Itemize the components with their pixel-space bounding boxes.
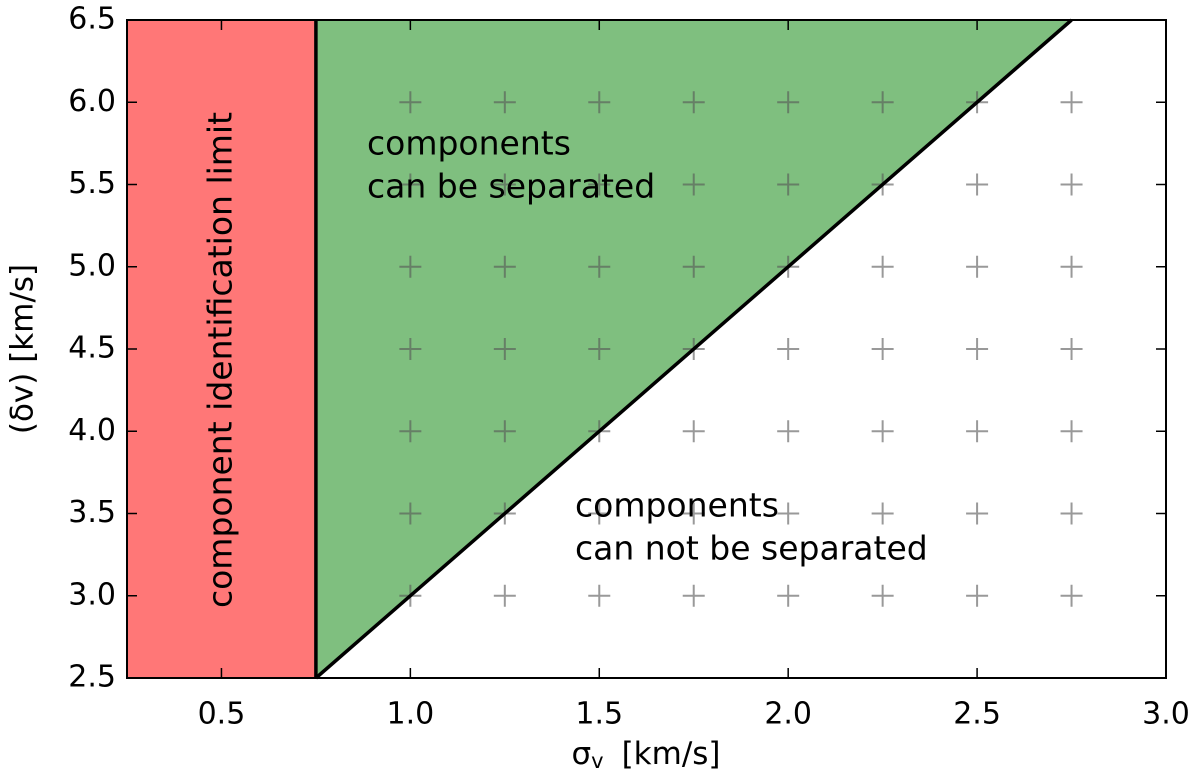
marker <box>1060 502 1083 525</box>
marker <box>1060 338 1083 360</box>
region <box>127 20 316 678</box>
x-axis-label: σv [km/s] <box>571 736 720 774</box>
y-tick-label: 5.5 <box>68 166 116 201</box>
marker <box>588 255 611 278</box>
marker <box>588 502 611 525</box>
marker <box>682 91 705 114</box>
marker <box>493 338 516 360</box>
marker <box>966 255 989 278</box>
marker <box>493 420 516 443</box>
x-tick-label: 1.0 <box>387 697 435 732</box>
marker <box>399 91 422 114</box>
marker <box>871 502 894 525</box>
marker <box>1060 584 1083 607</box>
marker <box>588 173 611 196</box>
x-axis-symbol: σ <box>571 736 591 772</box>
x-tick-label: 2.5 <box>953 697 1001 732</box>
marker <box>1060 255 1083 278</box>
y-axis-label: (δv) [km/s] <box>5 264 41 434</box>
marker <box>777 420 800 443</box>
marker <box>493 91 516 114</box>
annotation: can not be separated <box>575 529 928 568</box>
annotation: component identification limit <box>201 112 240 608</box>
x-tick-label: 1.5 <box>575 697 623 732</box>
y-tick-label: 6.0 <box>68 84 116 119</box>
y-tick-label: 2.5 <box>68 660 116 695</box>
marker <box>588 91 611 114</box>
marker <box>493 173 516 196</box>
marker <box>966 173 989 196</box>
x-axis-unit: [km/s] <box>622 736 721 772</box>
marker <box>777 502 800 525</box>
marker <box>966 338 989 360</box>
y-tick-label: 6.5 <box>68 2 116 37</box>
marker <box>399 502 422 525</box>
y-tick-label: 4.5 <box>68 331 116 366</box>
x-tick-label: 0.5 <box>198 697 246 732</box>
marker <box>399 420 422 443</box>
y-tick-label: 3.0 <box>68 577 116 612</box>
marker <box>682 584 705 607</box>
marker <box>871 255 894 278</box>
marker <box>777 173 800 196</box>
y-tick-label: 5.0 <box>68 248 116 283</box>
marker <box>1060 420 1083 443</box>
marker <box>871 420 894 443</box>
y-tick-label: 3.5 <box>68 495 116 530</box>
marker <box>1060 91 1083 114</box>
marker <box>399 173 422 196</box>
marker <box>682 255 705 278</box>
marker <box>777 91 800 114</box>
y-tick-label: 4.0 <box>68 413 116 448</box>
marker <box>871 91 894 114</box>
marker <box>966 420 989 443</box>
marker <box>682 173 705 196</box>
marker <box>966 502 989 525</box>
marker <box>588 338 611 360</box>
marker <box>493 584 516 607</box>
marker <box>682 502 705 525</box>
marker <box>871 338 894 360</box>
annotation: can be separated <box>367 167 655 206</box>
marker <box>966 584 989 607</box>
annotation: components <box>367 124 571 163</box>
marker <box>777 338 800 360</box>
marker <box>588 584 611 607</box>
marker <box>1060 173 1083 196</box>
x-tick-label: 3.0 <box>1142 697 1190 732</box>
marker <box>871 584 894 607</box>
marker <box>399 338 422 360</box>
marker <box>777 584 800 607</box>
annotation: components <box>575 486 779 525</box>
boundary-line <box>314 18 1073 680</box>
marker <box>493 255 516 278</box>
marker <box>682 420 705 443</box>
marker <box>399 255 422 278</box>
x-axis-subscript: v <box>591 749 603 773</box>
x-tick-label: 2.0 <box>764 697 812 732</box>
